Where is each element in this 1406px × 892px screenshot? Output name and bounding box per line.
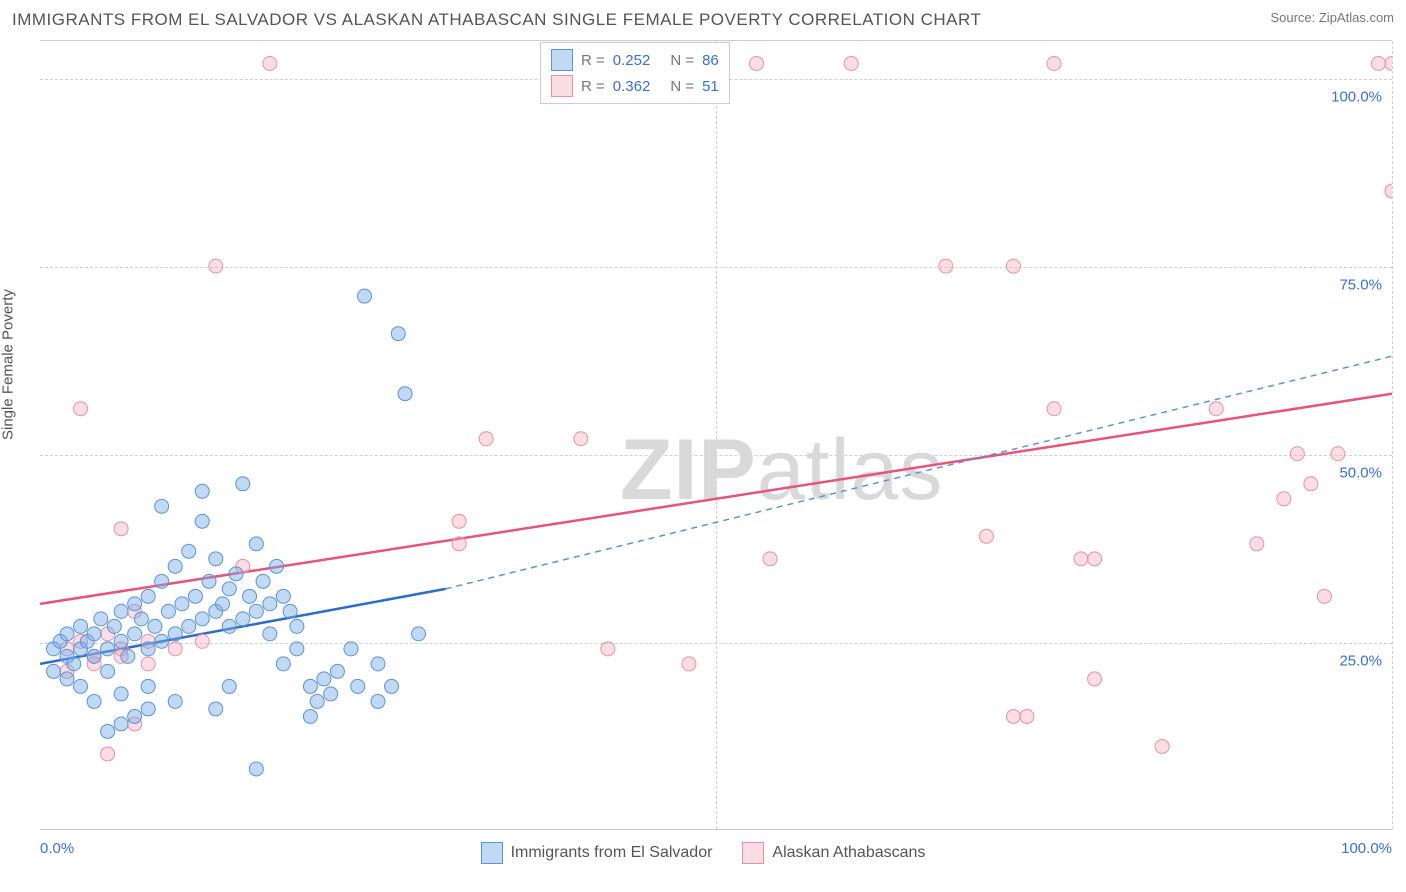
page-title: IMMIGRANTS FROM EL SALVADOR VS ALASKAN A…	[12, 10, 981, 30]
source-attribution: Source: ZipAtlas.com	[1270, 10, 1394, 25]
legend-n-value: 86	[702, 52, 719, 69]
legend-series-item: Alaskan Athabascans	[742, 842, 925, 864]
scatter-plot: ZIPatlas 25.0%50.0%75.0%100.0%0.0%100.0%	[40, 40, 1392, 830]
legend-swatch	[551, 49, 573, 71]
chart-svg	[40, 41, 1392, 829]
legend-swatch	[742, 842, 764, 864]
legend-series: Immigrants from El Salvador Alaskan Athab…	[0, 842, 1406, 864]
legend-series-label: Immigrants from El Salvador	[511, 844, 713, 862]
x-gridline	[1392, 41, 1393, 829]
legend-stat-row: R = 0.362 N = 51	[551, 73, 719, 99]
legend-swatch	[481, 842, 503, 864]
legend-r-value: 0.252	[613, 52, 651, 69]
legend-n-value: 51	[702, 78, 719, 95]
legend-swatch	[551, 75, 573, 97]
legend-series-label: Alaskan Athabascans	[772, 844, 925, 862]
legend-r-label: R =	[581, 78, 605, 95]
header: IMMIGRANTS FROM EL SALVADOR VS ALASKAN A…	[12, 10, 1394, 30]
legend-n-label: N =	[670, 78, 694, 95]
legend-n-label: N =	[670, 52, 694, 69]
legend-r-value: 0.362	[613, 78, 651, 95]
legend-series-item: Immigrants from El Salvador	[481, 842, 713, 864]
y-axis-label: Single Female Poverty	[0, 289, 17, 440]
legend-r-label: R =	[581, 52, 605, 69]
legend-stats: R = 0.252 N = 86 R = 0.362 N = 51	[540, 42, 730, 104]
legend-stat-row: R = 0.252 N = 86	[551, 47, 719, 73]
